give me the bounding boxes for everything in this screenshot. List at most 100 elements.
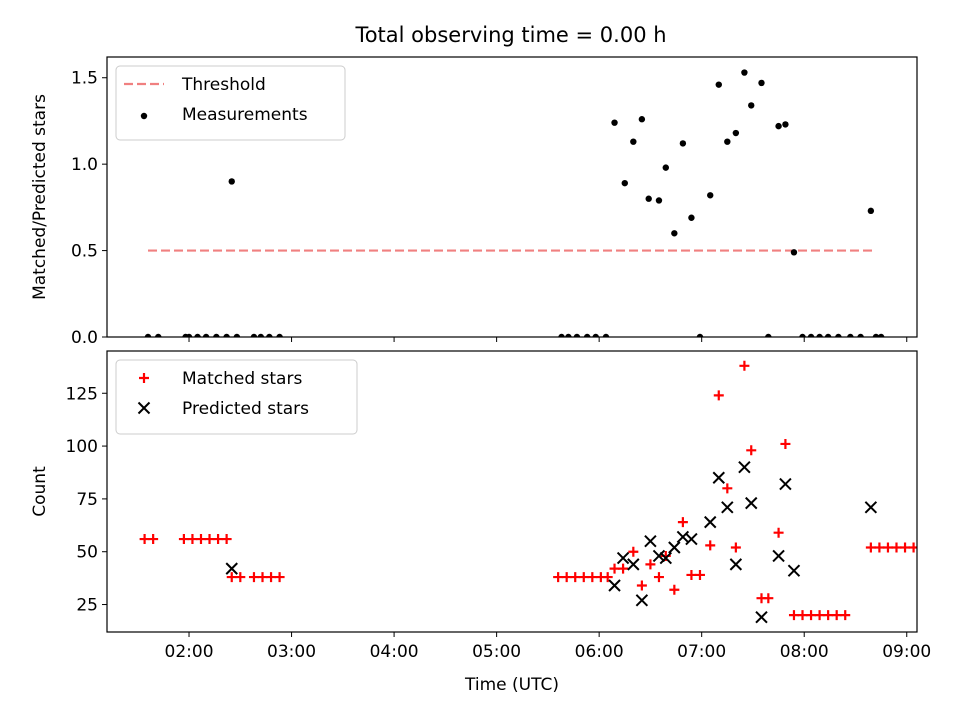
predicted-star-marker: [755, 611, 768, 624]
measurement-point: [807, 333, 815, 337]
matched-star-marker: [823, 610, 834, 621]
x-tick-label: 04:00: [370, 642, 419, 662]
measurement-point: [847, 333, 854, 337]
predicted-star-marker: [668, 541, 681, 554]
predicted-star-marker: [738, 460, 751, 474]
y-axis-label: Matched/Predicted stars: [30, 94, 50, 300]
measurement-point: [741, 69, 748, 76]
matched-star-marker: [645, 559, 656, 570]
measurement-point: [765, 333, 772, 337]
measurement-point: [645, 195, 652, 202]
matched-star-marker: [840, 610, 851, 621]
matched-star-marker: [178, 534, 189, 545]
y-axis-label: Count: [30, 466, 50, 517]
matched-star-marker: [677, 517, 688, 528]
measurement-point: [867, 207, 875, 215]
measurement-point: [638, 116, 646, 123]
predicted-star-marker: [225, 562, 238, 575]
plot-area: [139, 360, 917, 624]
chart-title: Total observing time = 0.00 h: [354, 23, 666, 47]
y-tick-label: 75: [76, 490, 98, 510]
measurement-point: [857, 333, 864, 337]
measurement-point: [816, 333, 823, 337]
matched-star-marker: [602, 572, 613, 583]
predicted-star-marker: [659, 551, 673, 565]
matched-star-marker: [882, 542, 893, 553]
matched-star-marker: [773, 527, 784, 538]
measurement-point: [155, 333, 162, 337]
matched-star-marker: [226, 572, 237, 583]
axes-frame: [106, 56, 918, 338]
predicted-star-marker: [787, 564, 801, 577]
matched-star-marker: [195, 534, 206, 545]
measurement-point: [688, 214, 695, 221]
matched-star-marker: [686, 569, 697, 580]
matched-star-marker: [713, 390, 724, 401]
measurement-point: [621, 179, 628, 187]
legend-entry-label: Predicted stars: [182, 399, 309, 419]
predicted-star-marker: [704, 515, 717, 529]
matched-star-marker: [148, 534, 159, 545]
predicted-star-marker: [644, 534, 657, 548]
matched-star-marker: [730, 542, 741, 553]
top-panel: 0.0 0.5 1.0 1.5 Matched/Predicted stars Thres…: [30, 56, 918, 348]
predicted-star-marker: [721, 501, 734, 514]
matched-star-marker: [235, 572, 246, 583]
measurement-point: [573, 333, 581, 337]
matched-star-marker: [221, 534, 232, 545]
y-tick-label: 50: [76, 543, 98, 563]
legend-measurement-swatch: [140, 112, 148, 120]
measurement-point: [202, 333, 210, 337]
matched-star-marker: [204, 534, 215, 545]
measurement-point: [835, 333, 842, 337]
x-tick-label: 02:00: [165, 642, 214, 662]
matched-star-marker: [722, 483, 733, 494]
legend-box: [115, 359, 358, 435]
measurement-point: [185, 333, 193, 337]
legend-predicted-swatch: [137, 401, 151, 415]
measurement-point: [679, 140, 687, 147]
matched-star-marker: [257, 572, 268, 583]
matched-star-marker: [266, 572, 277, 583]
matched-star-marker: [831, 610, 842, 621]
measurement-point: [194, 333, 201, 337]
measurement-point: [602, 333, 610, 337]
measurement-point: [223, 333, 230, 337]
y-tick-label: 0.5: [71, 242, 98, 262]
predicted-star-marker: [779, 477, 792, 491]
matched-star-marker: [739, 360, 750, 371]
predicted-star-marker: [745, 496, 758, 510]
matched-star-marker: [636, 580, 647, 591]
x-tick-label: 06:00: [575, 642, 624, 662]
matched-star-marker: [900, 542, 911, 553]
y-tick-label: 100: [66, 437, 98, 457]
matched-star-marker: [609, 563, 620, 574]
measurement-point: [872, 333, 880, 337]
matched-star-marker: [570, 572, 581, 583]
matched-star-marker: [187, 534, 198, 545]
matched-star-marker: [618, 563, 629, 574]
measurement-point: [558, 333, 565, 337]
measurement-point: [824, 333, 832, 337]
matched-star-marker: [139, 534, 150, 545]
predicted-star-marker: [729, 558, 743, 571]
predicted-star-marker: [685, 532, 698, 546]
bottom-panel: 25 50 75 100 125 02:00 03:00 04:00 05:00 06:00 07:…: [30, 350, 931, 695]
matched-star-marker: [746, 445, 757, 456]
measurement-point: [715, 81, 722, 88]
predicted-star-marker: [652, 549, 666, 563]
measurement-point: [233, 333, 241, 337]
predicted-star-marker: [864, 501, 878, 514]
matched-star-marker: [814, 610, 825, 621]
predicted-star-marker: [608, 579, 621, 592]
measurement-point: [707, 192, 714, 199]
matched-star-marker: [891, 542, 902, 553]
predicted-star-marker: [616, 551, 630, 565]
matched-star-marker: [694, 569, 705, 580]
legend-entry-label: Matched stars: [182, 369, 302, 389]
measurement-point: [611, 119, 618, 126]
matched-star-marker: [628, 546, 639, 557]
x-tick-label: 08:00: [780, 642, 829, 662]
measurement-point: [758, 79, 765, 87]
matched-star-marker: [788, 610, 799, 621]
